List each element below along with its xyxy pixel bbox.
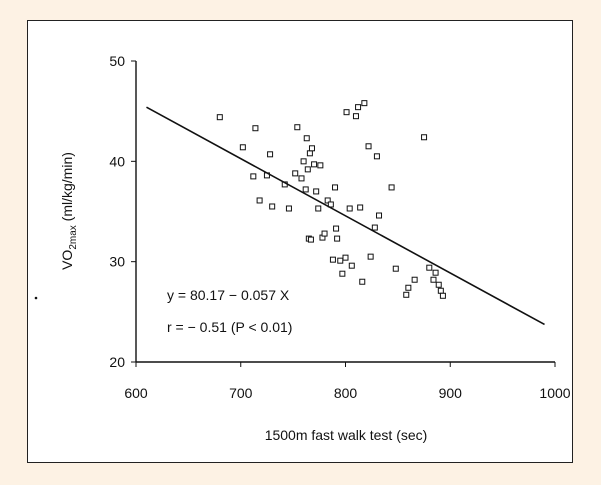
- data-point: [430, 276, 437, 283]
- data-point: [367, 253, 374, 260]
- data-point: [426, 264, 433, 271]
- data-point: [307, 236, 314, 243]
- y-axis-title-main: VO: [59, 250, 75, 270]
- y-tick-label: 20: [109, 354, 125, 370]
- data-point: [267, 151, 274, 158]
- data-point: [311, 161, 318, 168]
- y-tick-label: 50: [109, 53, 125, 69]
- data-point: [376, 212, 383, 219]
- y-axis-title-subscript: 2max: [68, 225, 79, 249]
- x-tick-label: 600: [124, 385, 148, 401]
- data-point: [298, 175, 305, 182]
- y-tick-label: 40: [109, 153, 125, 169]
- data-point: [302, 186, 309, 193]
- tick-labels: 600 700 800 900 1000 20 30 40 50: [109, 53, 570, 401]
- data-points: [216, 100, 446, 299]
- data-point: [334, 235, 341, 242]
- data-point: [337, 257, 344, 264]
- data-point: [439, 292, 446, 299]
- data-point: [403, 291, 410, 298]
- data-point: [373, 153, 380, 160]
- data-point: [252, 125, 259, 132]
- data-point: [352, 113, 359, 120]
- data-point: [308, 145, 315, 152]
- data-point: [317, 162, 324, 169]
- data-point: [346, 205, 353, 212]
- x-axis-title: 1500m fast walk test (sec): [265, 427, 428, 443]
- data-point: [303, 135, 310, 142]
- data-point: [348, 262, 355, 269]
- data-point: [256, 197, 263, 204]
- data-point: [405, 284, 412, 291]
- data-point: [371, 224, 378, 231]
- data-point: [304, 166, 311, 173]
- data-point: [435, 281, 442, 288]
- x-tick-label: 700: [229, 385, 253, 401]
- axes: [135, 61, 555, 363]
- correlation-annotation: r = − 0.51 (P < 0.01): [167, 319, 292, 335]
- y-axis-title-units: (ml/kg/min): [59, 152, 75, 225]
- data-point: [411, 276, 418, 283]
- data-point: [342, 254, 349, 261]
- data-point: [300, 158, 307, 165]
- data-point: [315, 205, 322, 212]
- data-point: [339, 270, 346, 277]
- data-point: [332, 184, 339, 191]
- data-point: [329, 256, 336, 263]
- data-point: [292, 170, 299, 177]
- data-point: [359, 278, 366, 285]
- data-point: [285, 205, 292, 212]
- y-axis-title: VO2max (ml/kg/min): [59, 152, 79, 270]
- data-point: [333, 225, 340, 232]
- data-point: [313, 188, 320, 195]
- x-tick-label: 1000: [539, 385, 570, 401]
- stray-dot: [34, 296, 38, 300]
- data-point: [216, 114, 223, 121]
- figure-panel: 600 700 800 900 1000 20 30 40 50 y = 80.17 − 0.0…: [27, 20, 573, 463]
- data-point: [294, 124, 301, 131]
- x-tick-label: 800: [334, 385, 358, 401]
- x-tick-label: 900: [439, 385, 463, 401]
- data-point: [437, 287, 444, 294]
- data-point: [321, 230, 328, 237]
- data-point: [361, 100, 368, 107]
- regression-equation: y = 80.17 − 0.057 X: [167, 287, 290, 303]
- data-point: [388, 184, 395, 191]
- data-point: [421, 134, 428, 141]
- data-point: [432, 269, 439, 276]
- data-point: [269, 203, 276, 210]
- data-point: [355, 104, 362, 111]
- y-tick-label: 30: [109, 254, 125, 270]
- data-point: [365, 143, 372, 150]
- data-point: [306, 150, 313, 157]
- data-point: [239, 144, 246, 151]
- data-point: [392, 265, 399, 272]
- data-point: [343, 109, 350, 116]
- scatter-chart: 600 700 800 900 1000 20 30 40 50 y = 80.17 − 0.0…: [34, 53, 571, 443]
- data-point: [324, 197, 331, 204]
- data-point: [357, 204, 364, 211]
- regression-line: [146, 106, 545, 326]
- data-point: [250, 173, 257, 180]
